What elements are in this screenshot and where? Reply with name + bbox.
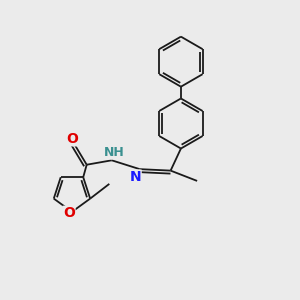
Text: O: O — [63, 206, 75, 220]
Text: N: N — [130, 170, 141, 184]
Text: NH: NH — [103, 146, 124, 159]
Text: O: O — [66, 132, 78, 146]
